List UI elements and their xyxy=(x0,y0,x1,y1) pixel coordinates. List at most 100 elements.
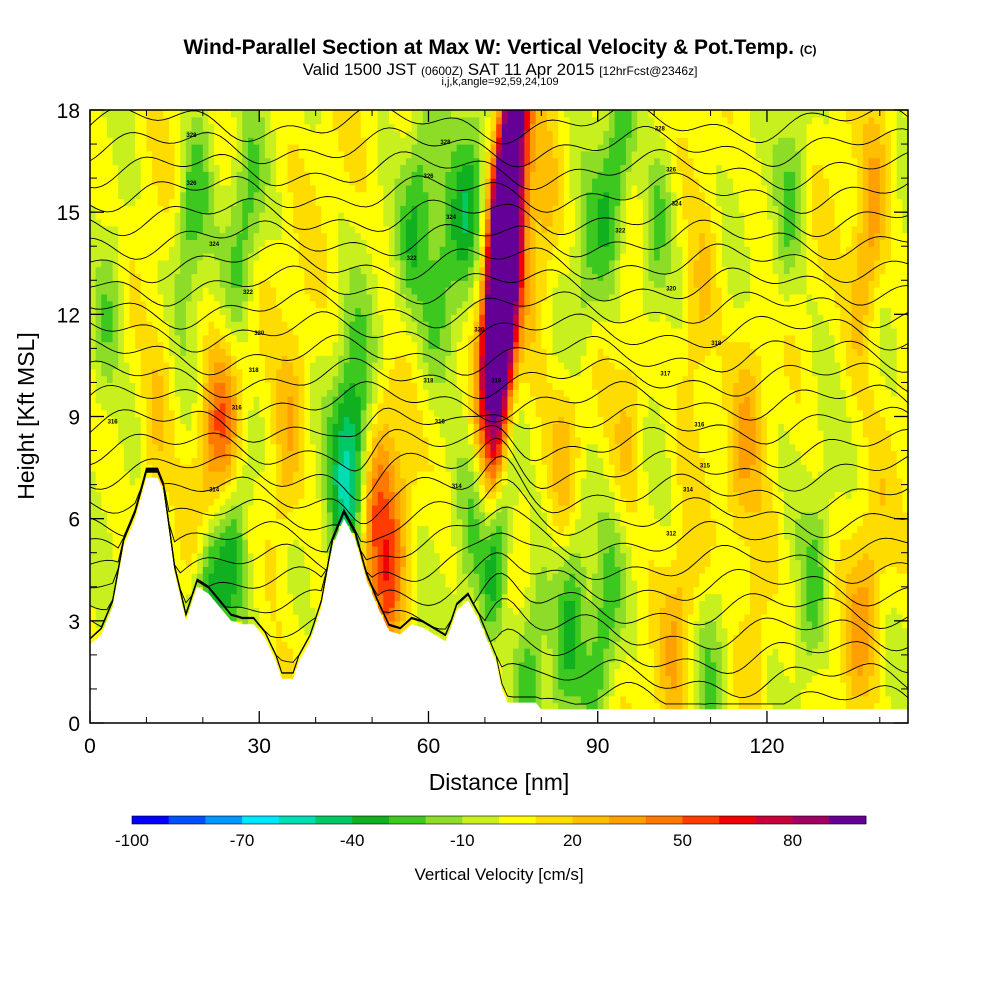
velocity-cell xyxy=(321,293,328,302)
velocity-cell xyxy=(366,511,373,520)
velocity-cell xyxy=(372,321,379,329)
velocity-cell xyxy=(298,273,305,281)
velocity-cell xyxy=(304,178,311,186)
velocity-cell xyxy=(332,511,339,520)
velocity-cell xyxy=(174,212,181,220)
velocity-cell xyxy=(332,259,339,268)
velocity-cell xyxy=(479,607,486,615)
velocity-cell xyxy=(231,539,238,547)
velocity-cell xyxy=(140,130,148,138)
velocity-cell xyxy=(197,545,204,554)
velocity-cell xyxy=(355,293,362,302)
velocity-cell xyxy=(259,402,266,411)
velocity-cell xyxy=(242,443,249,452)
velocity-cell xyxy=(456,157,463,166)
velocity-cell xyxy=(326,355,334,363)
velocity-cell xyxy=(112,171,119,179)
velocity-cell xyxy=(332,409,339,418)
velocity-cell xyxy=(146,375,153,384)
velocity-cell xyxy=(276,484,283,493)
velocity-cell xyxy=(231,212,238,220)
velocity-cell xyxy=(388,491,396,499)
velocity-cell xyxy=(281,566,289,574)
velocity-cell xyxy=(259,375,266,384)
velocity-cell xyxy=(462,191,469,200)
velocity-cell xyxy=(287,648,294,656)
velocity-cell xyxy=(372,559,379,567)
velocity-cell xyxy=(451,144,458,152)
velocity-cell xyxy=(174,171,181,179)
velocity-cell xyxy=(118,218,125,227)
velocity-cell xyxy=(411,389,418,397)
velocity-cell xyxy=(253,137,260,145)
velocity-cell xyxy=(467,470,475,479)
velocity-cell xyxy=(281,225,289,234)
velocity-cell xyxy=(372,566,379,574)
velocity-cell xyxy=(321,300,328,309)
velocity-cell xyxy=(180,327,187,336)
velocity-cell xyxy=(118,477,125,486)
velocity-cell xyxy=(304,634,311,642)
velocity-cell xyxy=(366,552,373,561)
velocity-cell xyxy=(140,382,148,390)
velocity-cell xyxy=(456,178,463,186)
velocity-cell xyxy=(326,389,334,397)
velocity-cell xyxy=(264,464,272,472)
velocity-cell xyxy=(185,518,193,527)
velocity-cell xyxy=(231,300,238,309)
velocity-cell xyxy=(259,280,266,288)
velocity-cell xyxy=(123,321,131,329)
velocity-cell xyxy=(462,130,469,138)
velocity-cell xyxy=(411,232,418,241)
velocity-cell xyxy=(208,157,215,166)
velocity-cell xyxy=(451,409,458,418)
velocity-cell xyxy=(467,430,475,438)
velocity-cell xyxy=(321,423,328,431)
velocity-cell xyxy=(95,225,102,234)
velocity-cell xyxy=(231,375,238,384)
velocity-cell xyxy=(400,498,407,506)
velocity-cell xyxy=(355,273,362,281)
velocity-cell xyxy=(310,436,317,445)
velocity-cell xyxy=(247,600,255,608)
velocity-cell xyxy=(231,321,238,329)
velocity-cell xyxy=(394,579,401,588)
velocity-cell xyxy=(439,579,447,588)
velocity-cell xyxy=(400,402,407,411)
velocity-cell xyxy=(366,212,373,220)
velocity-cell xyxy=(349,239,356,247)
velocity-cell xyxy=(95,178,102,186)
velocity-cell xyxy=(101,600,108,608)
velocity-cell xyxy=(326,409,334,418)
velocity-cell xyxy=(276,150,283,159)
velocity-cell xyxy=(366,539,373,547)
velocity-cell xyxy=(168,178,176,186)
velocity-cell xyxy=(417,607,424,615)
velocity-cell xyxy=(287,293,294,302)
velocity-cell xyxy=(152,402,159,411)
velocity-cell xyxy=(214,579,221,588)
velocity-cell xyxy=(377,464,384,472)
velocity-cell xyxy=(298,178,305,186)
velocity-cell xyxy=(372,150,379,159)
velocity-cell xyxy=(372,477,379,486)
velocity-cell xyxy=(383,123,390,132)
velocity-cell xyxy=(467,579,475,588)
velocity-cell xyxy=(326,321,334,329)
velocity-cell xyxy=(400,443,407,452)
velocity-cell xyxy=(236,396,243,404)
velocity-cell xyxy=(219,484,226,493)
velocity-cell xyxy=(174,253,181,261)
velocity-cell xyxy=(360,341,368,349)
velocity-cell xyxy=(456,430,463,438)
velocity-cell xyxy=(411,110,418,118)
velocity-cell xyxy=(439,566,447,574)
velocity-cell xyxy=(180,341,187,349)
velocity-cell xyxy=(140,116,148,125)
velocity-cell xyxy=(225,321,232,329)
velocity-cell xyxy=(247,470,255,479)
velocity-cell xyxy=(163,123,170,132)
velocity-cell xyxy=(372,511,379,520)
velocity-cell xyxy=(281,457,289,465)
velocity-cell xyxy=(208,259,215,268)
